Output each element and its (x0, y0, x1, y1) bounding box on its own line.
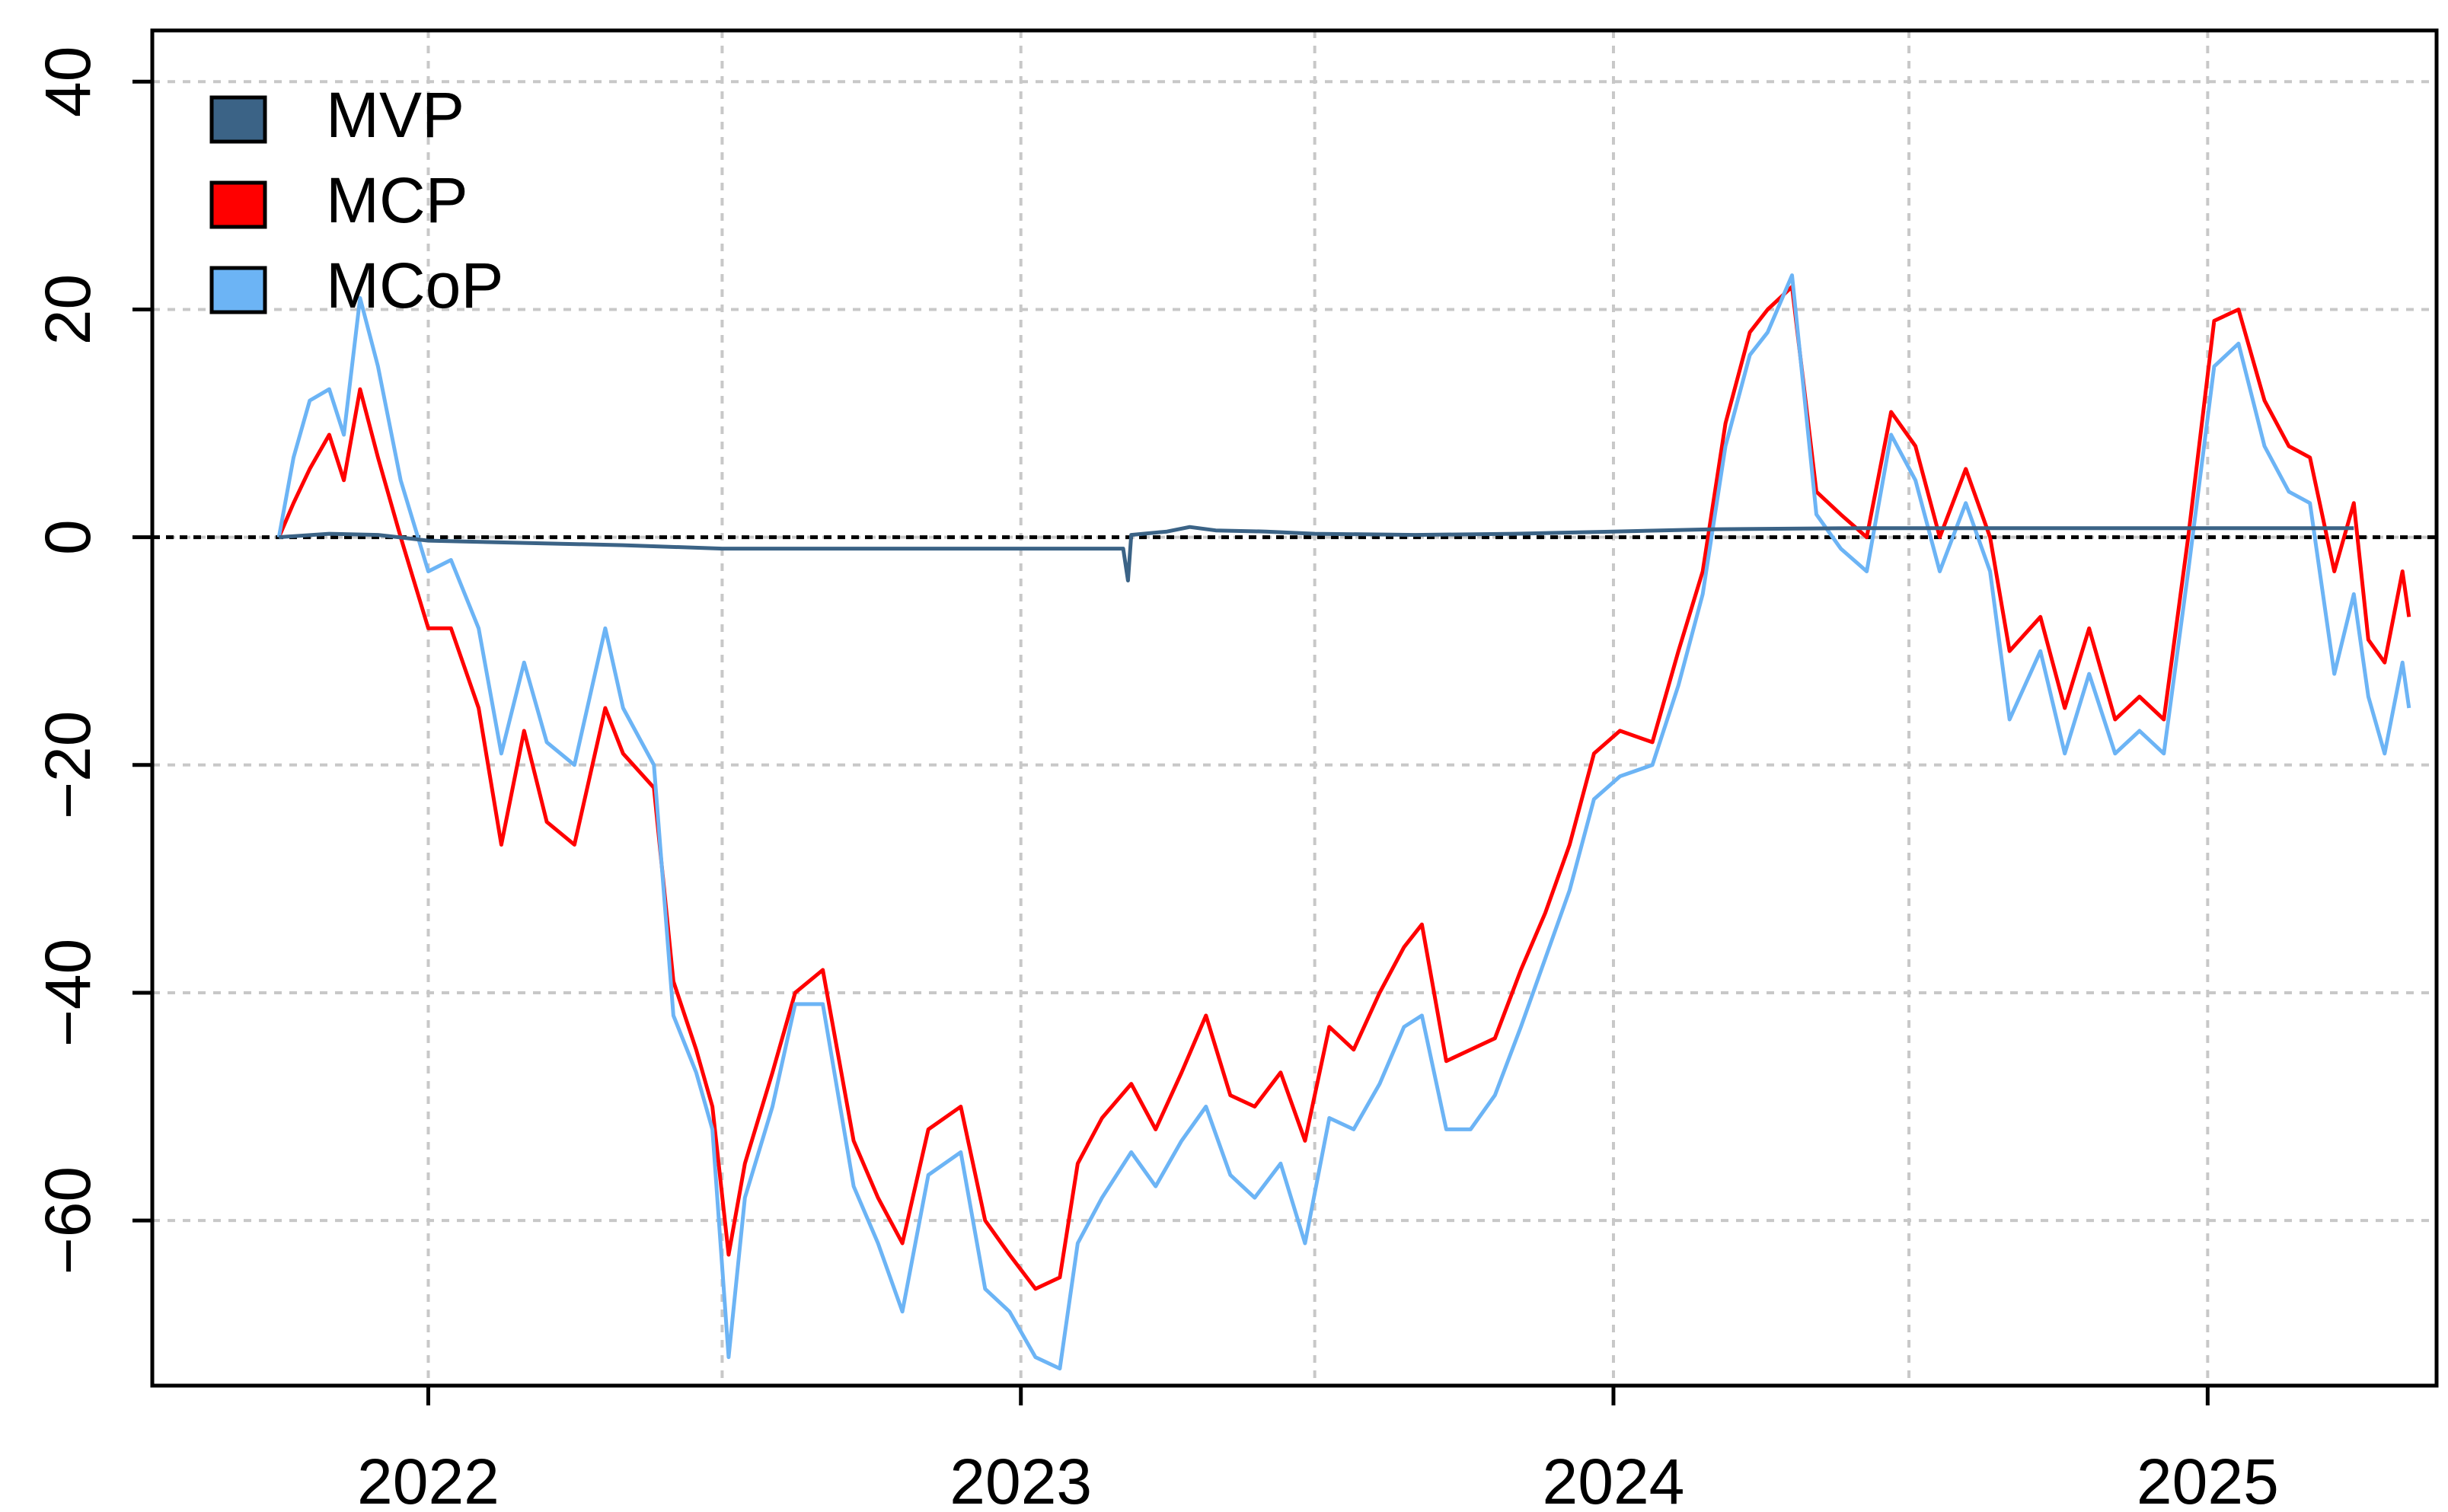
x-tick-label: 2022 (357, 1446, 499, 1512)
gridlines (152, 30, 2437, 1386)
legend-swatch-mcp (209, 180, 267, 229)
plot-frame (150, 28, 2439, 1388)
y-tick-label: 40 (32, 46, 104, 117)
legend: MVP MCP MCoP (209, 79, 503, 321)
series-line-mcop (276, 273, 2411, 1371)
x-tick-label: 2024 (1543, 1446, 1685, 1512)
legend-swatch-mcop (209, 266, 267, 314)
legend-label-mvp: MVP (326, 79, 464, 151)
axes: 2022 2023 2024 2025 40 20 0 −20 −40 −60 (32, 28, 2439, 1512)
legend-swatch-mvp (209, 95, 267, 144)
y-tick-label: −60 (32, 1166, 104, 1275)
y-tick-label: 20 (32, 274, 104, 345)
series-line-mcp (277, 285, 2411, 1291)
series-line-mvp (279, 525, 2354, 582)
legend-label-mcp: MCP (326, 164, 468, 236)
legend-label-mcop: MCoP (326, 250, 503, 321)
y-tick-label: −20 (32, 711, 104, 820)
y-tick-label: −40 (32, 939, 104, 1048)
series-layer (276, 273, 2411, 1371)
y-tick-label: 0 (32, 519, 104, 555)
x-tick-label: 2023 (950, 1446, 1092, 1512)
x-tick-label: 2025 (2137, 1446, 2279, 1512)
